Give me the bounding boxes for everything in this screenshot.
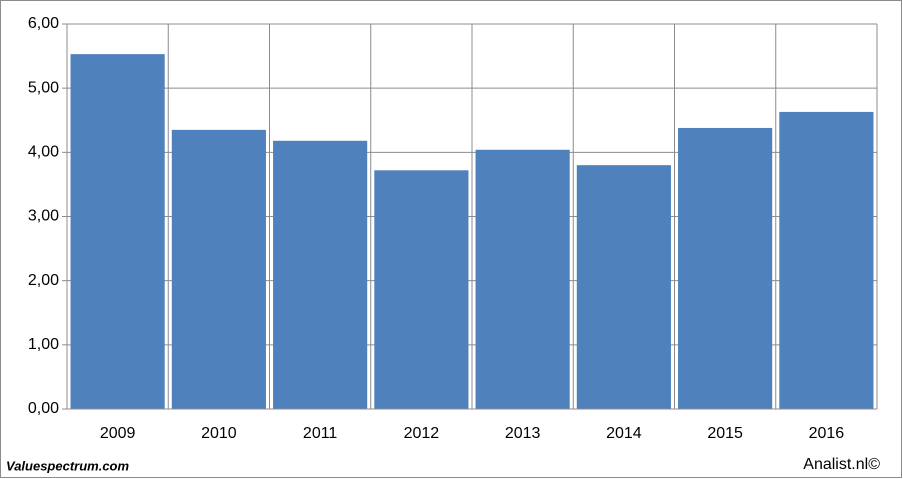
credit-right: Analist.nl© [803,456,880,473]
bar [171,129,266,409]
bar [70,54,165,410]
x-tick-label: 2014 [606,425,642,442]
y-tick-label: 6,00 [28,15,59,32]
bar [374,170,469,409]
y-tick-label: 5,00 [28,79,59,96]
x-tick-label: 2010 [201,425,237,442]
y-tick-label: 3,00 [28,208,59,225]
bar [273,140,368,410]
y-tick-label: 1,00 [28,336,59,353]
x-tick-label: 2015 [707,425,743,442]
x-tick-label: 2016 [809,425,845,442]
x-tick-label: 2012 [404,425,440,442]
x-tick-label: 2011 [303,425,338,442]
x-tick-label: 2009 [100,425,136,442]
y-tick-label: 0,00 [28,400,59,417]
bar [576,165,671,409]
bar [779,111,874,410]
bar [678,127,773,409]
y-tick-label: 4,00 [28,144,59,161]
x-tick-label: 2013 [505,425,541,442]
bar [475,149,570,409]
y-tick-label: 2,00 [28,272,59,289]
credit-left: Valuespectrum.com [6,458,130,473]
